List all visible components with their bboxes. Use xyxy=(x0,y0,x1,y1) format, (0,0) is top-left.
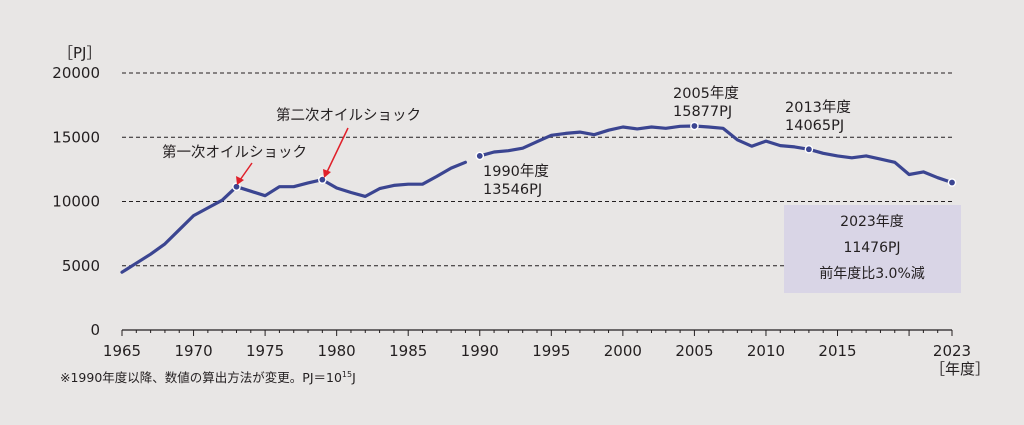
annotation-1990-year: 1990年度 xyxy=(483,163,549,180)
y-tick-label: 5000 xyxy=(62,257,100,275)
x-tick-label: 1980 xyxy=(318,342,356,360)
arrowhead-oil-shock-2 xyxy=(323,169,331,178)
annotation-2013-value: 14065PJ xyxy=(785,118,844,134)
x-tick-label: 1970 xyxy=(174,342,212,360)
footnote-main: ※1990年度以降、数値の算出方法が変更。PJ＝10 xyxy=(60,370,342,385)
footnote-superscript: 15 xyxy=(342,370,352,379)
y-unit-label: ［PJ］ xyxy=(58,44,101,62)
x-tick-label: 1985 xyxy=(389,342,427,360)
x-axis: 1965 1970 1975 1980 1985 1990 1995 2000 2005 2010… xyxy=(103,329,971,360)
x-tick-label: 2010 xyxy=(747,342,785,360)
x-unit-label: ［年度］ xyxy=(930,360,990,378)
annotation-2013-year: 2013年度 xyxy=(785,99,851,116)
series-line-segment-2 xyxy=(478,124,954,185)
series-line-group xyxy=(120,124,954,274)
x-tick-label: 2015 xyxy=(818,342,856,360)
x-tick-label: 2000 xyxy=(604,342,642,360)
arrowhead-oil-shock-1 xyxy=(236,176,244,185)
footnote-tail: J xyxy=(351,370,356,385)
annotation-oil-shock-2: 第二次オイルショック xyxy=(276,106,421,124)
x-tick-label: 2005 xyxy=(675,342,713,360)
arrow-oil-shock-2 xyxy=(326,127,349,173)
x-tick-label: 1995 xyxy=(532,342,570,360)
summary-box: 2023年度 11476PJ 前年度比3.0%減 xyxy=(784,205,961,293)
y-tick-label: 10000 xyxy=(52,193,100,211)
footnote: ※1990年度以降、数値の算出方法が変更。PJ＝1015J xyxy=(60,370,356,385)
series-line-segment-1 xyxy=(120,160,467,274)
data-point-marker xyxy=(804,144,814,154)
summary-box-background xyxy=(784,205,961,293)
summary-change: 前年度比3.0%減 xyxy=(819,265,925,282)
x-tick-label: 2023 xyxy=(933,342,971,360)
data-point-marker xyxy=(475,151,485,161)
summary-value: 11476PJ xyxy=(843,240,900,256)
annotation-2005-year: 2005年度 xyxy=(673,85,739,102)
summary-year: 2023年度 xyxy=(840,214,904,230)
annotation-1990-value: 13546PJ xyxy=(483,182,542,198)
annotation-2005-value: 15877PJ xyxy=(673,104,732,120)
data-point-marker xyxy=(947,178,957,187)
y-tick-label: 0 xyxy=(90,321,100,339)
gridlines xyxy=(122,72,952,267)
x-tick-label: 1965 xyxy=(103,342,141,360)
annotation-oil-shock-1: 第一次オイルショック xyxy=(162,143,307,161)
y-axis-ticks: 0 5000 10000 15000 20000 xyxy=(52,64,100,339)
data-point-marker xyxy=(690,121,699,131)
x-tick-label: 1975 xyxy=(246,342,284,360)
y-tick-label: 15000 xyxy=(52,128,100,146)
data-point-marker xyxy=(232,182,241,192)
markers xyxy=(232,121,957,192)
y-tick-label: 20000 xyxy=(52,64,100,82)
x-tick-label: 1990 xyxy=(461,342,499,360)
arrow-oil-shock-1 xyxy=(239,162,253,181)
